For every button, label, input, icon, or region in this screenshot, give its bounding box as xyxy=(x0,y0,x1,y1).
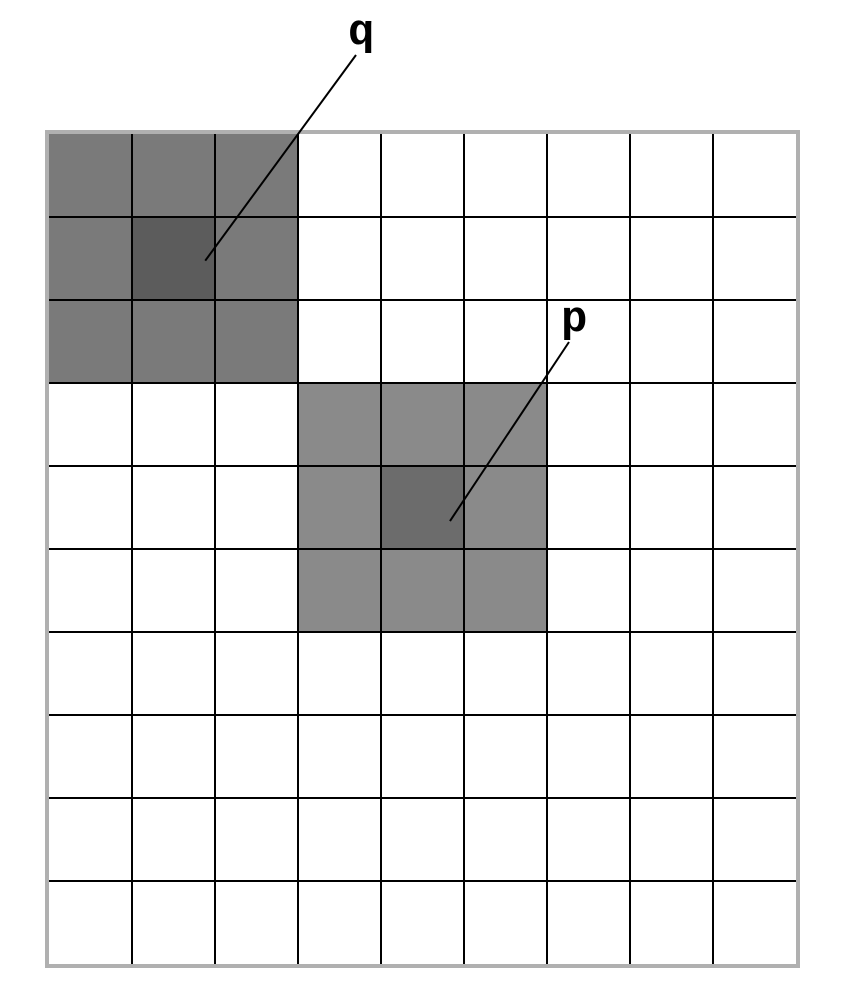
grid-cell xyxy=(547,466,630,549)
grid-cell xyxy=(132,715,215,798)
grid-cell xyxy=(630,466,713,549)
grid-cell xyxy=(630,383,713,466)
grid-cell xyxy=(713,715,796,798)
grid-cell xyxy=(547,632,630,715)
grid-cell xyxy=(132,881,215,964)
grid-cell xyxy=(381,798,464,881)
grid-cell xyxy=(464,549,547,632)
grid-cell xyxy=(215,383,298,466)
grid-cell xyxy=(381,466,464,549)
grid-cell xyxy=(298,217,381,300)
grid-cell xyxy=(298,134,381,217)
grid-cell xyxy=(630,798,713,881)
grid-cell xyxy=(49,632,132,715)
grid-cell xyxy=(132,217,215,300)
grid-cell xyxy=(713,881,796,964)
grid-cell xyxy=(132,798,215,881)
grid-cell xyxy=(713,134,796,217)
grid-cell xyxy=(713,300,796,383)
grid-cell xyxy=(630,632,713,715)
grid-cell xyxy=(464,300,547,383)
grid-cell xyxy=(298,300,381,383)
grid-cell xyxy=(381,300,464,383)
grid-cell xyxy=(49,881,132,964)
grid-cell xyxy=(215,466,298,549)
grid-cell xyxy=(464,134,547,217)
grid-cell xyxy=(547,217,630,300)
grid-cell xyxy=(298,466,381,549)
grid-cell xyxy=(49,549,132,632)
grid-cell xyxy=(132,549,215,632)
grid-cell xyxy=(215,798,298,881)
diagram-container xyxy=(45,130,800,968)
grid-cell xyxy=(215,715,298,798)
grid-cell xyxy=(464,217,547,300)
grid-cell xyxy=(630,134,713,217)
grid-cell xyxy=(132,632,215,715)
grid-cell xyxy=(49,300,132,383)
grid-cell xyxy=(132,300,215,383)
grid-cell xyxy=(630,300,713,383)
grid-cell xyxy=(381,217,464,300)
grid-cell xyxy=(547,798,630,881)
grid-cell xyxy=(547,300,630,383)
grid-cell xyxy=(630,217,713,300)
grid-cell xyxy=(298,881,381,964)
grid-cell xyxy=(547,549,630,632)
grid-cell xyxy=(630,549,713,632)
grid-cell xyxy=(464,798,547,881)
grid-cell xyxy=(381,715,464,798)
grid-cell xyxy=(132,134,215,217)
grid-cell xyxy=(547,383,630,466)
grid-cell xyxy=(713,466,796,549)
grid-cell xyxy=(49,383,132,466)
grid-cell xyxy=(49,715,132,798)
grid-cell xyxy=(381,383,464,466)
grid-cell xyxy=(49,134,132,217)
grid-cell xyxy=(298,798,381,881)
grid-cell xyxy=(298,632,381,715)
grid-cell xyxy=(132,383,215,466)
grid-cell xyxy=(298,549,381,632)
grid-cell xyxy=(49,798,132,881)
grid-cell xyxy=(713,798,796,881)
grid-cell xyxy=(464,715,547,798)
grid-cell xyxy=(464,881,547,964)
label-q: q xyxy=(348,8,374,58)
grid-cell xyxy=(215,881,298,964)
grid-cell xyxy=(630,715,713,798)
grid-cell xyxy=(713,383,796,466)
grid-cell xyxy=(630,881,713,964)
grid-cell xyxy=(464,632,547,715)
grid-cell xyxy=(381,134,464,217)
grid-cell xyxy=(215,134,298,217)
grid-cell xyxy=(547,715,630,798)
grid-cell xyxy=(381,549,464,632)
grid-cell xyxy=(381,881,464,964)
grid-cell xyxy=(132,466,215,549)
grid-cell xyxy=(547,134,630,217)
pixel-grid xyxy=(45,130,800,968)
grid-cell xyxy=(215,300,298,383)
label-p: p xyxy=(561,295,587,345)
grid-cell xyxy=(49,217,132,300)
grid-cell xyxy=(49,466,132,549)
grid-cell xyxy=(713,632,796,715)
grid-cell xyxy=(298,715,381,798)
grid-cell xyxy=(298,383,381,466)
grid-cell xyxy=(215,549,298,632)
grid-cell xyxy=(215,632,298,715)
grid-cell xyxy=(713,217,796,300)
grid-cell xyxy=(381,632,464,715)
grid-cell xyxy=(713,549,796,632)
grid-cell xyxy=(547,881,630,964)
